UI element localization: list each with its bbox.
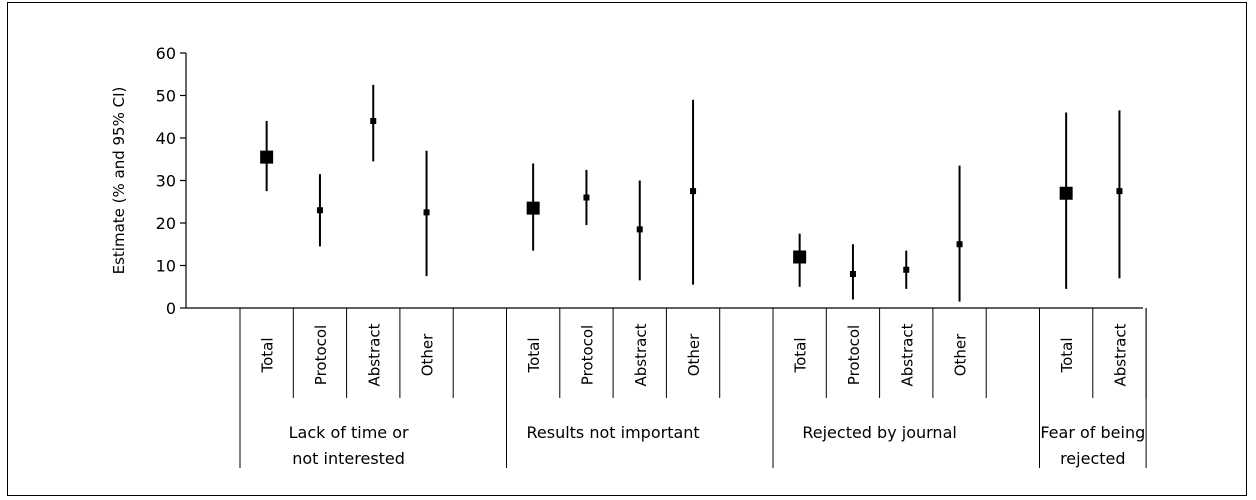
category-label: Abstract (1111, 323, 1129, 386)
category-label: Abstract (898, 323, 916, 386)
category-label: Other (419, 333, 437, 376)
group-label: not interested (292, 449, 405, 468)
group-label: Rejected by journal (802, 423, 956, 442)
group-label: Results not important (526, 423, 699, 442)
group-label: Lack of time or (289, 423, 409, 442)
estimate-marker (849, 271, 856, 277)
group-label: Fear of being (1040, 423, 1145, 442)
y-tick-label: 50 (156, 87, 176, 106)
estimate-marker (1059, 186, 1073, 200)
y-tick-label: 0 (166, 299, 176, 318)
estimate-marker (316, 207, 323, 214)
category-label: Total (1058, 337, 1076, 373)
estimate-marker (1116, 188, 1123, 195)
estimate-marker (793, 250, 807, 264)
estimate-marker (690, 188, 697, 195)
group-label: rejected (1060, 449, 1125, 468)
estimate-marker (583, 194, 590, 201)
category-label: Abstract (632, 323, 650, 386)
category-label: Other (685, 333, 703, 376)
category-label: Protocol (578, 325, 596, 385)
y-tick-label: 30 (156, 172, 176, 191)
estimate-marker (260, 150, 274, 164)
category-label: Protocol (845, 325, 863, 385)
y-axis-label: Estimate (% and 95% CI) (110, 87, 128, 275)
category-label: Total (259, 337, 277, 373)
y-tick-label: 20 (156, 214, 176, 233)
category-label: Total (792, 337, 810, 373)
estimate-marker (903, 266, 910, 273)
category-label: Protocol (312, 325, 330, 385)
y-tick-label: 60 (156, 44, 176, 63)
estimate-marker (956, 241, 963, 248)
estimate-marker (526, 201, 540, 215)
category-label: Abstract (365, 323, 383, 386)
estimate-marker (370, 118, 377, 124)
category-label: Total (525, 337, 543, 373)
estimate-marker (423, 209, 430, 216)
figure-frame (7, 2, 1247, 496)
estimate-marker (636, 226, 643, 233)
category-label: Other (952, 333, 970, 376)
y-tick-label: 40 (156, 129, 176, 148)
y-tick-label: 10 (156, 257, 176, 276)
